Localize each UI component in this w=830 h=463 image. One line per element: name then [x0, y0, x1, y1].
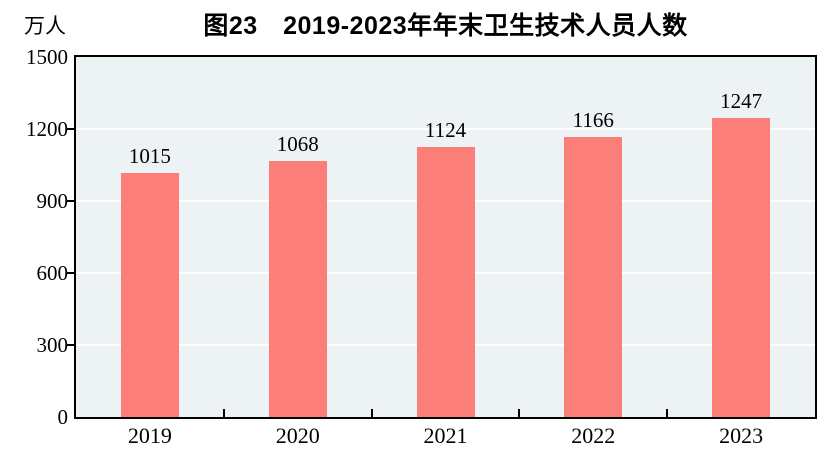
- x-axis-tick-label: 2022: [571, 423, 616, 448]
- bar: [712, 117, 771, 417]
- bar: [120, 173, 179, 417]
- bar-value-label: 1124: [424, 118, 467, 143]
- y-axis-tick-mark: [67, 200, 74, 202]
- y-axis-tick-label: 600: [36, 261, 69, 285]
- y-axis-tick-label: 1500: [26, 45, 68, 69]
- x-axis-tick-label: 2019: [127, 423, 172, 448]
- y-axis-tick-label: 300: [36, 333, 69, 357]
- y-axis-tick-mark: [67, 272, 74, 274]
- bar: [564, 137, 623, 417]
- x-axis-tick-label: 2021: [423, 423, 468, 448]
- bar: [268, 160, 327, 417]
- bar-value-label: 1015: [128, 144, 171, 169]
- bar: [416, 147, 475, 417]
- bar-value-label: 1068: [276, 131, 319, 156]
- chart-title: 图23 2019-2023年年末卫生技术人员人数: [203, 12, 688, 40]
- x-axis-tick-mark: [518, 409, 521, 417]
- y-axis-tick-mark: [67, 344, 74, 346]
- y-axis-unit-label: 万人: [24, 14, 66, 38]
- y-axis-tick-label: 0: [57, 405, 69, 429]
- x-axis-tick-mark: [370, 409, 373, 417]
- y-axis-tick-mark: [67, 128, 74, 130]
- x-axis-tick-mark: [666, 409, 669, 417]
- y-axis-tick-label: 900: [36, 189, 69, 213]
- bar-value-label: 1247: [720, 88, 763, 113]
- x-axis-tick-label: 2020: [275, 423, 320, 448]
- gridline: [76, 128, 815, 130]
- x-axis-tick-label: 2023: [719, 423, 764, 448]
- y-axis-tick-label: 1200: [26, 117, 68, 141]
- x-axis-tick-mark: [222, 409, 225, 417]
- bar-value-label: 1166: [572, 108, 614, 133]
